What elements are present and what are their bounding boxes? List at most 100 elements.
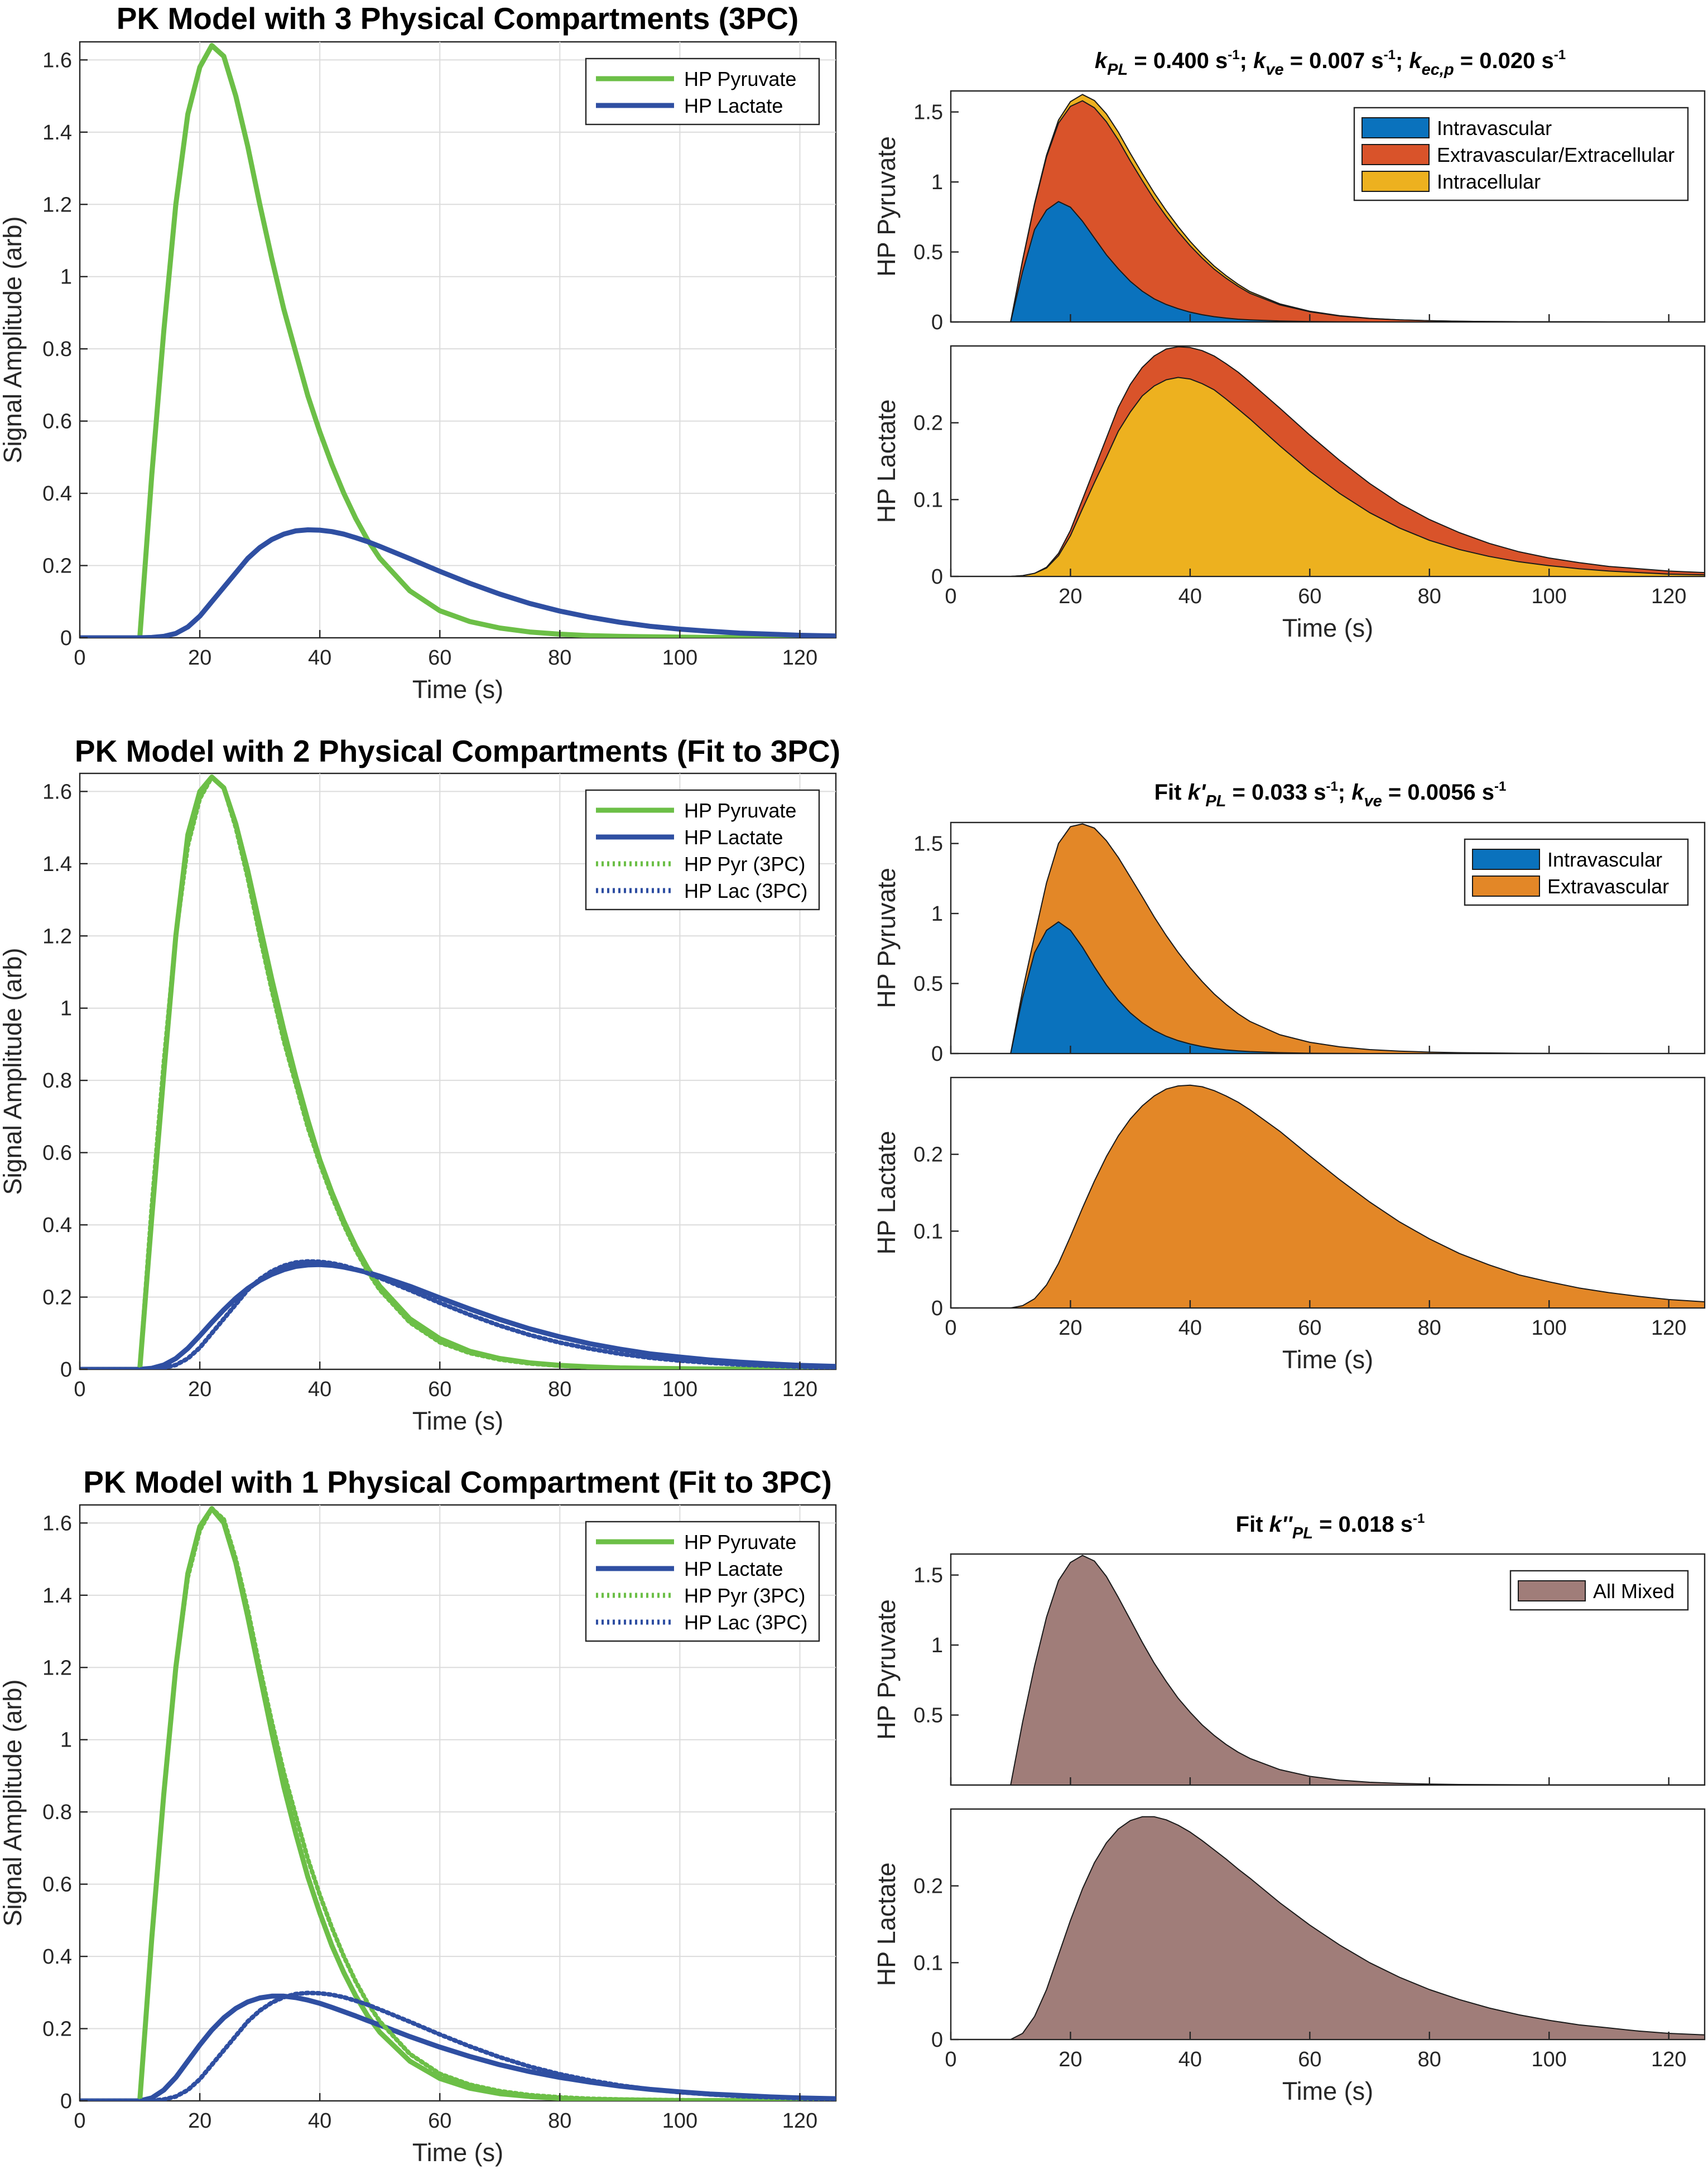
legend-entry: HP Lac (3PC): [684, 1611, 807, 1634]
y-tick-label: 1.6: [42, 49, 72, 72]
series-group: [80, 43, 836, 638]
y-tick-label: 1.4: [42, 121, 72, 145]
x-tick-label: 100: [662, 2109, 697, 2133]
title-part: ve: [1266, 61, 1283, 79]
pk3-chart: 0 20 40 60 80 100 120 0 0.2 0.4 0.6 0.8 1 1.2 1.4 1.6 Ti…: [0, 1, 837, 704]
title-part: Fit: [1236, 1512, 1269, 1537]
y-tick-label: 1.5: [913, 833, 943, 856]
y-axis-label: HP Lactate: [872, 1131, 901, 1255]
chart-title: PK Model with 2 Physical Compartments (F…: [75, 734, 840, 768]
legend-swatch: [1472, 849, 1540, 870]
y-axis-label: Signal Amplitude (arb): [0, 948, 27, 1195]
y-tick-label: 1.5: [913, 101, 943, 124]
y-axis-label: HP Pyruvate: [872, 868, 901, 1008]
pk3_title: kPL = 0.400 s-1; kve = 0.007 s-1; kec,p …: [1095, 47, 1566, 79]
x-tick-label: 40: [1178, 1316, 1202, 1340]
y-tick-label: 0: [931, 565, 943, 589]
x-tick-label: 80: [548, 646, 571, 670]
x-tick-label: 40: [1178, 2048, 1202, 2071]
y-tick-label: 1.2: [42, 193, 72, 217]
y-tick-label: 1: [931, 171, 943, 194]
y-tick-label: 0.6: [42, 1873, 72, 1897]
x-tick-label: 0: [74, 2109, 85, 2133]
x-tick-label: 20: [188, 2109, 211, 2133]
y-tick-label: 0.2: [913, 1143, 943, 1167]
x-axis-label: Time (s): [412, 675, 503, 704]
legend-entry: HP Lac (3PC): [684, 879, 807, 902]
chart-title: Fit k'PL = 0.033 s-1; kve = 0.0056 s-1: [1154, 779, 1507, 810]
x-tick-label: 0: [74, 1378, 85, 1401]
x-tick-label: 80: [1418, 1316, 1441, 1340]
legend-entry: All Mixed: [1593, 1580, 1675, 1603]
y-tick-label: 0.1: [913, 1951, 943, 1975]
series-group: [951, 346, 1705, 576]
title-part: ;: [1240, 49, 1253, 73]
title-part: -1: [1554, 47, 1566, 62]
series-line-hp-pyr-3pc: [80, 775, 836, 1369]
x-tick-label: 100: [1532, 1316, 1567, 1340]
y-tick-label: 1.5: [913, 1564, 943, 1588]
legend-entry: Intravascular: [1437, 117, 1552, 140]
title-part: ;: [1338, 780, 1351, 805]
y-tick-label: 1.4: [42, 853, 72, 876]
y-tick-label: 1.6: [42, 780, 72, 804]
x-axis-label: Time (s): [1282, 614, 1373, 642]
y-tick-label: 0: [931, 1042, 943, 1066]
series-group: [951, 1084, 1705, 1308]
y-tick-label: 0: [931, 311, 943, 334]
legend-swatch: [1361, 144, 1430, 165]
x-tick-label: 100: [662, 1378, 697, 1401]
pk1_lac-chart: 0 20 40 60 80 100 120 0 0.1 0.2 Time (s) HP Lactate: [872, 1808, 1706, 2105]
y-axis-label: Signal Amplitude (arb): [0, 1680, 27, 1927]
y-tick-label: 1.4: [42, 1584, 72, 1608]
title-part: -1: [1384, 47, 1396, 62]
area-all-mixed: [951, 1816, 1705, 2039]
legend-entry: HP Pyruvate: [684, 68, 796, 90]
title-part: -1: [1228, 47, 1239, 62]
series-line-hp-lactate: [80, 527, 836, 638]
pk3-plot-area: [79, 41, 837, 639]
chart-title: PK Model with 3 Physical Compartments (3…: [117, 1, 798, 36]
legend-box: [585, 57, 820, 126]
y-tick-label: 0.4: [42, 482, 72, 506]
y-tick-label: 0.1: [913, 1220, 943, 1243]
y-tick-label: 0.2: [42, 555, 72, 578]
title-part: k'': [1269, 1512, 1293, 1537]
pk3_pyr-chart: 0 0.5 1 1.5 HP Pyruvate Intravascular Extravas…: [872, 90, 1706, 334]
legend: HP Pyruvate HP Lactate HP Pyr (3PC) HP Lac …: [585, 1521, 820, 1642]
title-part: -1: [1326, 779, 1337, 794]
y-axis-label: HP Lactate: [872, 400, 901, 523]
legend: Intravascular Extravascular/Extracellular…: [1353, 107, 1689, 201]
x-tick-label: 120: [1651, 1316, 1686, 1340]
x-tick-label: 120: [1651, 585, 1686, 608]
y-tick-label: 0.2: [42, 1286, 72, 1310]
title-part: k: [1095, 49, 1108, 73]
y-tick-label: 0.5: [913, 973, 943, 996]
area-intracellular: [951, 377, 1705, 576]
legend-swatch: [1361, 171, 1430, 192]
y-tick-label: 0.8: [42, 1801, 72, 1824]
chart-title: PK Model with 1 Physical Compartment (Fi…: [83, 1465, 832, 1499]
y-tick-label: 0: [931, 1297, 943, 1320]
pk2-chart: 0 20 40 60 80 100 120 0 0.2 0.4 0.6 0.8 1 1.2 1.4 1.6 Ti…: [0, 734, 840, 1435]
chart-title: Fit k''PL = 0.018 s-1: [1236, 1511, 1425, 1542]
y-axis-label: HP Lactate: [872, 1863, 901, 1986]
x-tick-label: 120: [782, 646, 817, 670]
y-tick-label: 0.6: [42, 1142, 72, 1165]
title-part: -1: [1494, 779, 1506, 794]
x-tick-label: 80: [1418, 585, 1441, 608]
title-part: = 0.020 s: [1454, 49, 1554, 73]
y-tick-label: 1.6: [42, 1512, 72, 1535]
y-tick-label: 0: [60, 627, 72, 650]
legend-entry: Intracellular: [1437, 170, 1541, 193]
y-tick-label: 1: [60, 997, 72, 1021]
y-tick-label: 0.5: [913, 1704, 943, 1728]
series-group: [951, 94, 1705, 322]
x-tick-label: 100: [1532, 585, 1567, 608]
title-part: ec,p: [1422, 61, 1454, 79]
pk1-chart: 0 20 40 60 80 100 120 0 0.2 0.4 0.6 0.8 1 1.2 1.4 1.6 Ti…: [0, 1465, 837, 2167]
y-tick-label: 0.4: [42, 1214, 72, 1237]
y-axis-label: HP Pyruvate: [872, 136, 901, 277]
legend: Intravascular Extravascular: [1464, 838, 1689, 906]
y-tick-label: 0.2: [42, 2018, 72, 2041]
